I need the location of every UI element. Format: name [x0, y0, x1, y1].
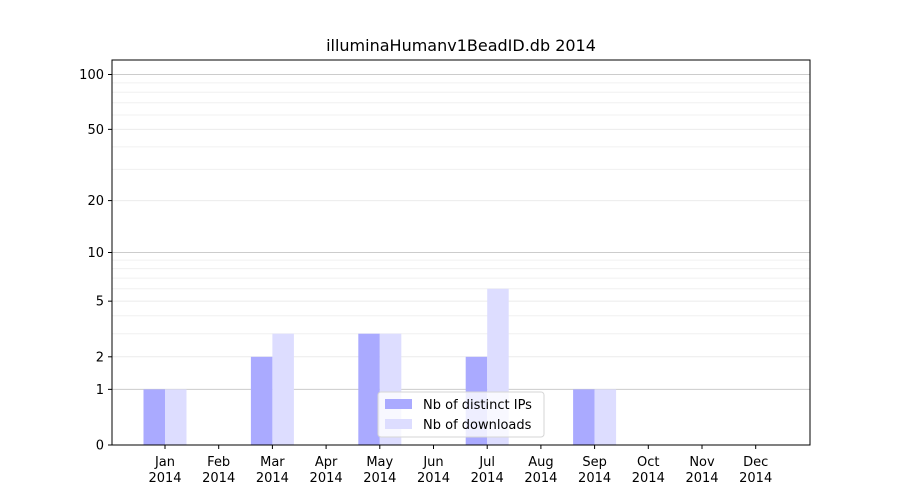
x-tick-label-month: Mar	[260, 455, 285, 470]
legend-label: Nb of downloads	[423, 418, 532, 433]
y-tick-label: 5	[96, 295, 104, 310]
x-tick-label-year: 2014	[256, 471, 289, 486]
x-tick-label-month: May	[366, 455, 393, 470]
bar-downloads	[165, 389, 187, 445]
x-tick-label-month: Nov	[689, 455, 715, 470]
x-tick-label-year: 2014	[524, 471, 557, 486]
x-tick-label-year: 2014	[632, 471, 665, 486]
bar-distinct-ips	[143, 389, 165, 445]
x-tick-label-month: Oct	[637, 455, 659, 470]
bar-distinct-ips	[250, 356, 273, 445]
bar-distinct-ips	[358, 333, 380, 445]
x-tick-label-year: 2014	[578, 471, 611, 486]
axes: 0125102050100Jan2014Feb2014Mar2014Apr201…	[79, 59, 811, 486]
legend-swatch	[385, 419, 412, 429]
x-tick-label-year: 2014	[148, 471, 181, 486]
x-tick-label-year: 2014	[363, 471, 396, 486]
x-tick-label-month: Feb	[207, 455, 230, 470]
legend-box	[377, 391, 545, 438]
bar-downloads	[594, 389, 617, 445]
x-tick-label-month: Dec	[743, 455, 768, 470]
x-tick-label-year: 2014	[202, 471, 235, 486]
y-tick-label: 100	[79, 68, 104, 83]
x-tick-label-month: Jul	[478, 455, 495, 470]
x-tick-label-year: 2014	[471, 471, 504, 486]
x-tick-label-month: Jun	[422, 455, 443, 470]
x-tick-label-year: 2014	[417, 471, 450, 486]
y-tick-label: 20	[87, 194, 104, 209]
x-tick-label-year: 2014	[685, 471, 718, 486]
y-tick-label: 0	[96, 439, 104, 454]
x-tick-label-month: Aug	[528, 455, 553, 470]
legend-label: Nb of distinct IPs	[423, 398, 532, 413]
x-tick-label-year: 2014	[739, 471, 772, 486]
bar-distinct-ips	[573, 389, 595, 445]
x-tick-label-month: Apr	[315, 455, 338, 470]
bar-downloads	[272, 333, 294, 445]
x-tick-label-month: Jan	[154, 455, 175, 470]
y-tick-label: 50	[87, 123, 104, 138]
grid-lines	[112, 74, 810, 390]
y-tick-label: 2	[96, 350, 104, 365]
x-tick-label-year: 2014	[310, 471, 343, 486]
chart-title: illuminaHumanv1BeadID.db 2014	[326, 36, 596, 55]
legend-swatch	[385, 399, 412, 409]
legend: Nb of distinct IPs Nb of downloads	[377, 391, 545, 438]
y-tick-label: 1	[96, 383, 104, 398]
x-tick-label-month: Sep	[582, 455, 607, 470]
y-tick-label: 10	[87, 246, 104, 261]
